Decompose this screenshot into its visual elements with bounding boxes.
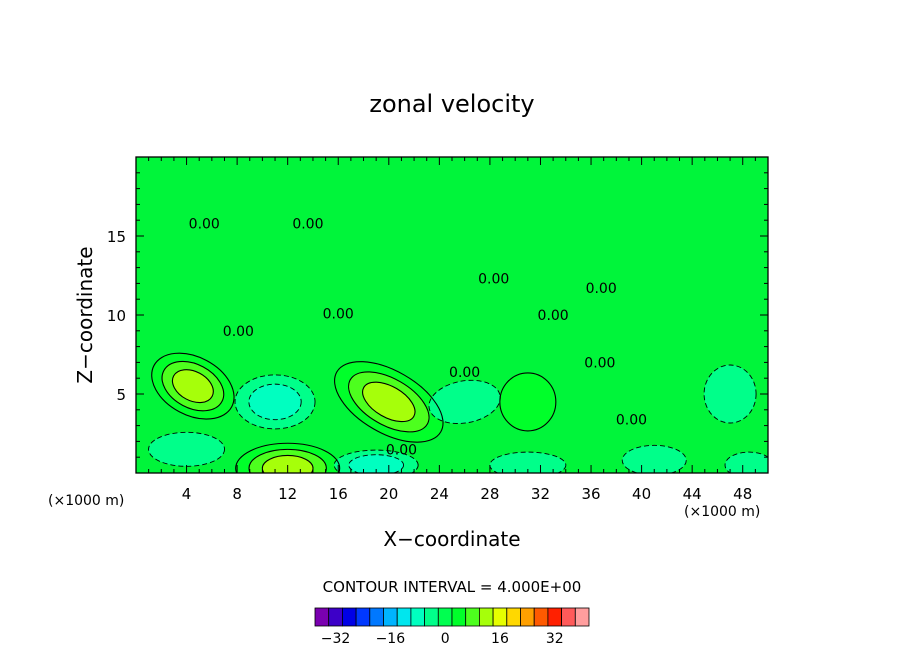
field-band: [725, 452, 768, 473]
colorbar-swatch: [369, 607, 384, 627]
contour-positive: [362, 381, 416, 423]
contour-negative: [333, 449, 419, 473]
field-band: [428, 380, 501, 424]
field-background: [136, 157, 768, 473]
x-tick-label: 36: [581, 485, 600, 503]
colorbar-swatch: [396, 607, 412, 627]
colorbar-swatch: [314, 607, 330, 627]
x-tick-label: 28: [480, 485, 499, 503]
contour-negative: [348, 454, 404, 473]
y-axis-label: Z−coordinate: [73, 246, 97, 383]
zero-contour-label: 0.00: [538, 308, 569, 324]
contour-labels: 0.00 0.00 0.00 0.00 0.00 0.00 0.00 0.00 0.00 0.00…: [189, 216, 647, 458]
y-tick-label: 10: [107, 307, 126, 325]
colorbar-swatch: [533, 607, 549, 627]
x-tick-label: 24: [430, 485, 449, 503]
field-band: [148, 432, 225, 467]
colorbar-tick-label: −32: [321, 631, 351, 647]
colorbar: [314, 607, 590, 627]
field-band: [262, 455, 314, 473]
contour-negative: [703, 364, 757, 424]
colorbar-swatch: [383, 607, 398, 627]
colorbar-swatch: [355, 607, 371, 627]
y-ticks: 5 10 15: [107, 172, 768, 458]
colorbar-swatch: [506, 607, 521, 627]
zero-contour-label: 0.00: [584, 355, 615, 371]
x-tick-label: 40: [632, 485, 651, 503]
field-band: [248, 384, 302, 420]
contour-negative: [724, 451, 768, 473]
colorbar-swatch: [561, 607, 576, 627]
x-unit-label-right: (×1000 m): [684, 504, 760, 520]
colorbar-swatch: [410, 607, 425, 627]
x-tick-label: 20: [379, 485, 398, 503]
colorbar-swatch: [451, 607, 467, 627]
zero-contour-label: 0.00: [478, 272, 509, 288]
colorbar-swatch: [478, 607, 494, 627]
contour-interval-text: CONTOUR INTERVAL = 4.000E+00: [323, 578, 582, 596]
contour-positive: [235, 442, 341, 473]
colorbar-swatch: [574, 607, 590, 627]
zero-contour-label: 0.00: [386, 442, 417, 458]
x-unit-label-left: (×1000 m): [48, 493, 124, 509]
x-tick-label: 12: [278, 485, 297, 503]
colorbar-swatch: [424, 607, 439, 627]
field-band: [362, 382, 415, 422]
zero-contour-label: 0.00: [223, 324, 254, 340]
zero-contour-label: 0.00: [189, 216, 220, 232]
field-layer: [148, 353, 768, 473]
field-band: [622, 445, 687, 473]
zero-contour-label: 0.00: [292, 216, 323, 232]
field-band: [348, 454, 404, 473]
plot-area: 0.00 0.00 0.00 0.00 0.00 0.00 0.00 0.00 0.00 0.00…: [107, 156, 769, 503]
x-tick-label: 4: [182, 485, 192, 503]
x-axis-label: X−coordinate: [383, 527, 520, 551]
chart-title: zonal velocity: [369, 90, 534, 118]
contour-negative: [428, 379, 501, 424]
x-tick-label: 16: [329, 485, 348, 503]
contour-positive: [334, 361, 444, 443]
zero-contour-label: 0.00: [586, 281, 617, 297]
colorbar-tick-label: 16: [491, 631, 509, 647]
contour-positive: [499, 372, 557, 432]
contour-negative: [234, 374, 316, 430]
field-band: [489, 452, 566, 473]
contour-positive: [161, 360, 225, 412]
contour-positive: [151, 352, 235, 420]
colorbar-tick-label: 0: [441, 631, 450, 647]
x-ticks: 4 8 12 16 20 24 28 32 36 40 44 48: [148, 157, 756, 503]
colorbar-swatch: [341, 607, 357, 627]
y-tick-label: 5: [116, 386, 126, 404]
field-band: [172, 369, 214, 403]
colorbar-ticks: −32 −16 0 16 32: [321, 631, 564, 647]
contour-negative: [621, 444, 687, 473]
field-band: [499, 372, 556, 431]
contour-negative: [248, 383, 302, 421]
colorbar-swatch: [328, 607, 343, 627]
colorbar-swatch: [492, 607, 508, 627]
zero-contour-label: 0.00: [449, 365, 480, 381]
contour-positive: [348, 371, 430, 433]
colorbar-swatch: [437, 607, 453, 627]
x-tick-label: 48: [733, 485, 752, 503]
colorbar-swatch: [520, 607, 535, 627]
x-tick-label: 44: [683, 485, 702, 503]
contour-positive: [261, 454, 314, 473]
colorbar-swatch: [465, 607, 480, 627]
x-tick-label: 8: [232, 485, 242, 503]
zero-contour-label: 0.00: [616, 412, 647, 428]
zero-contour-label: 0.00: [323, 306, 354, 322]
contour-positive: [171, 369, 214, 404]
x-tick-label: 32: [531, 485, 550, 503]
contour-positive: [248, 448, 327, 473]
colorbar-tick-label: 32: [546, 631, 564, 647]
colorbar-tick-label: −16: [376, 631, 406, 647]
y-tick-label: 15: [107, 228, 126, 246]
field-band: [704, 365, 757, 423]
colorbar-swatch: [547, 607, 563, 627]
